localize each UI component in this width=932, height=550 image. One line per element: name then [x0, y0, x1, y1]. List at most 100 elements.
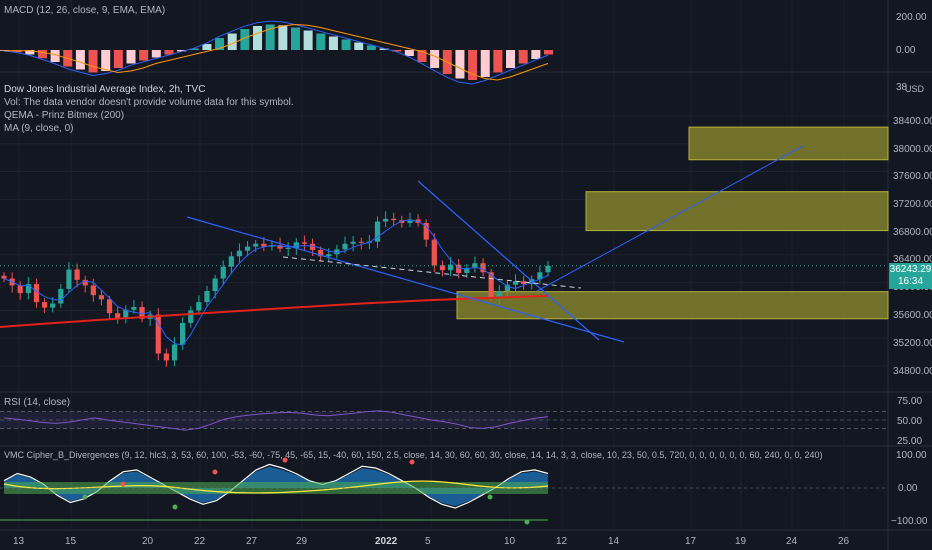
trendline-descending — [417, 180, 600, 341]
symbol-title[interactable]: Dow Jones Industrial Average Index, 2h, … — [4, 84, 206, 95]
cipher-signal-dot — [82, 494, 88, 500]
macd-histogram-bar — [101, 50, 111, 71]
cipher-signal-dot — [120, 481, 126, 487]
candle-body — [342, 243, 348, 250]
target-zone — [585, 191, 889, 232]
candle-body — [204, 291, 210, 303]
candle-body — [383, 218, 389, 222]
time-tick-label: 27 — [246, 536, 258, 547]
candle-body — [358, 241, 364, 243]
time-tick-label: 14 — [608, 536, 620, 547]
candle-body — [123, 309, 129, 319]
macd-histogram-bar — [88, 50, 98, 73]
time-tick-label: 22 — [194, 536, 206, 547]
price-tick-top-partial: 38 — [896, 82, 908, 93]
candle-body — [374, 221, 381, 242]
candle-body — [115, 313, 121, 319]
price-tick-label: 35600.00 — [893, 310, 932, 321]
macd-histogram-bar — [240, 29, 250, 50]
macd-histogram-bar — [265, 24, 275, 50]
price-tick-label: 37600.00 — [893, 171, 932, 182]
macd-histogram-bar — [151, 50, 161, 58]
candle-body — [33, 284, 40, 303]
macd-histogram-bar — [493, 50, 503, 73]
candle-body — [171, 344, 178, 361]
candle-body — [488, 272, 494, 298]
macd-histogram-bar — [316, 33, 326, 50]
candle-body — [41, 302, 48, 308]
projection-line — [536, 145, 804, 292]
macd-histogram-bar — [290, 27, 300, 50]
candle-body — [309, 243, 316, 251]
macd-axis-label-0: 0.00 — [896, 45, 916, 56]
candle-body — [253, 243, 259, 247]
candle-body — [277, 245, 283, 249]
candle-body — [17, 285, 23, 294]
bar-countdown: 16:34 — [897, 276, 924, 287]
candle-body — [512, 281, 519, 285]
candle-body — [139, 306, 145, 319]
candle-body — [399, 220, 405, 223]
qema-legend[interactable]: QEMA - Prinz Bitmex (200) — [4, 110, 125, 121]
macd-histogram-bar — [404, 50, 414, 56]
rsi-label[interactable]: RSI (14, close) — [4, 397, 71, 408]
candle-body — [131, 306, 137, 310]
time-tick-label: 26 — [838, 536, 850, 547]
macd-label[interactable]: MACD (12, 26, close, 9, EMA, EMA) — [4, 5, 166, 16]
candle-body — [301, 242, 308, 244]
candle-body — [188, 310, 194, 323]
candle-body — [521, 281, 527, 285]
trendline-lower — [186, 216, 625, 343]
time-tick-label: 19 — [735, 536, 747, 547]
rsi-axis-50: 50.00 — [897, 416, 923, 427]
time-tick-label: 5 — [425, 536, 431, 547]
cipher-signal-dot — [172, 504, 178, 510]
cipher-yellow-line — [3, 480, 549, 494]
price-tick-label: 38400.00 — [893, 116, 932, 127]
cipher-signal-dot — [409, 459, 415, 465]
currency-label[interactable]: USD — [905, 84, 925, 94]
cipher-axis-0: 0.00 — [898, 483, 918, 494]
volume-note[interactable]: Vol: The data vendor doesn't provide vol… — [4, 97, 294, 108]
macd-histogram-bar — [139, 50, 149, 61]
candle-body — [90, 285, 96, 296]
cipher-label[interactable]: VMC Cipher_B_Divergences (9, 12, hlc3, 3… — [4, 450, 823, 460]
macd-histogram-bar — [455, 50, 465, 79]
candle-body — [464, 268, 470, 273]
time-tick-label: 24 — [786, 536, 798, 547]
rsi-axis-75: 75.00 — [897, 396, 923, 407]
macd-histogram-bar — [215, 38, 225, 50]
cipher-signal-dot — [524, 519, 530, 525]
macd-histogram-bar — [113, 50, 123, 68]
macd-histogram-bar — [202, 44, 212, 50]
ma-9-line — [3, 219, 549, 346]
macd-histogram-bar — [303, 30, 313, 50]
cipher-axis-minus100: −100.00 — [891, 516, 928, 527]
candle-body — [244, 246, 251, 251]
candle-body — [180, 322, 186, 345]
rsi-axis-25: 25.00 — [897, 436, 923, 447]
price-tick-label: 36400.00 — [893, 254, 932, 265]
time-tick-label: 29 — [296, 536, 308, 547]
macd-histogram-bar — [328, 36, 338, 50]
candle-body — [447, 264, 454, 271]
price-tick-label: 37200.00 — [893, 199, 932, 210]
time-tick-label: 10 — [504, 536, 516, 547]
macd-histogram-bar — [430, 50, 440, 68]
ma-legend[interactable]: MA (9, close, 0) — [4, 123, 74, 134]
price-tick-label: 36800.00 — [893, 227, 932, 238]
candle-body — [407, 219, 413, 223]
rsi-line — [3, 410, 549, 431]
macd-signal-line — [4, 23, 549, 81]
target-zone — [456, 291, 889, 320]
candle-body — [318, 250, 324, 257]
candle-body — [545, 265, 551, 273]
last-price-tag: 36243.29 16:34 — [889, 263, 932, 289]
macd-histogram-bar — [75, 50, 85, 70]
time-tick-label: 15 — [65, 536, 77, 547]
macd-axis-label-200: 200.00 — [896, 12, 927, 23]
candle-body — [293, 242, 299, 248]
macd-histogram-bar — [50, 50, 60, 62]
